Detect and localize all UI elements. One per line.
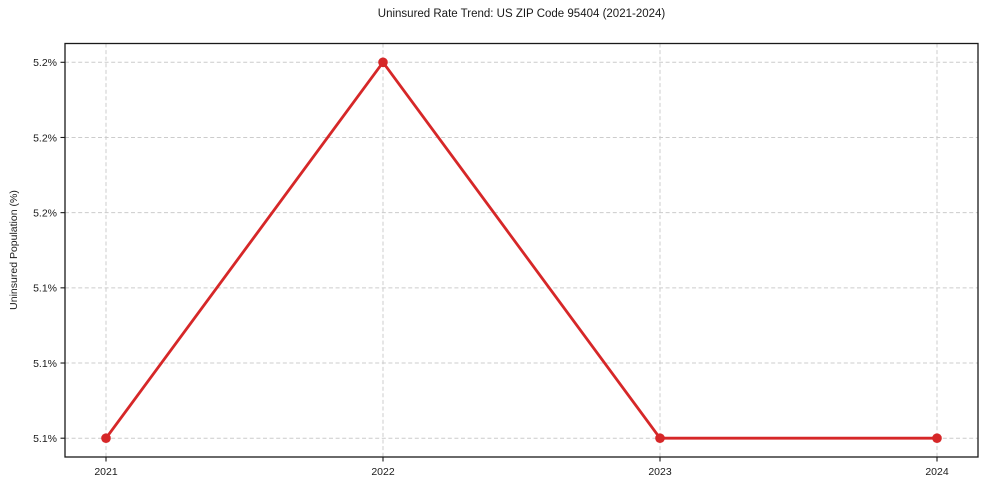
- data-point: [932, 433, 942, 444]
- svg-text:2021: 2021: [94, 466, 118, 478]
- trend-line: [104, 60, 939, 440]
- data-points: [101, 57, 942, 444]
- svg-text:5.1%: 5.1%: [33, 433, 57, 445]
- gridlines: [65, 43, 978, 457]
- data-point: [655, 433, 665, 444]
- x-tick-labels: 2021 2022 2023 2024: [94, 466, 949, 478]
- svg-text:5.1%: 5.1%: [33, 283, 57, 295]
- svg-text:5.2%: 5.2%: [33, 132, 57, 144]
- svg-text:2022: 2022: [371, 466, 395, 478]
- chart-title: Uninsured Rate Trend: US ZIP Code 95404 …: [377, 8, 666, 20]
- data-point: [101, 433, 111, 444]
- svg-text:5.2%: 5.2%: [33, 207, 57, 219]
- svg-text:5.2%: 5.2%: [33, 57, 57, 69]
- svg-text:2024: 2024: [925, 466, 949, 478]
- plot-border: [64, 42, 979, 458]
- svg-text:2023: 2023: [648, 466, 672, 478]
- y-tick-labels: 5.1% 5.1% 5.1% 5.2% 5.2% 5.2%: [33, 57, 57, 445]
- svg-text:5.1%: 5.1%: [33, 358, 57, 370]
- data-point: [378, 57, 388, 68]
- axis-ticks: [60, 61, 938, 462]
